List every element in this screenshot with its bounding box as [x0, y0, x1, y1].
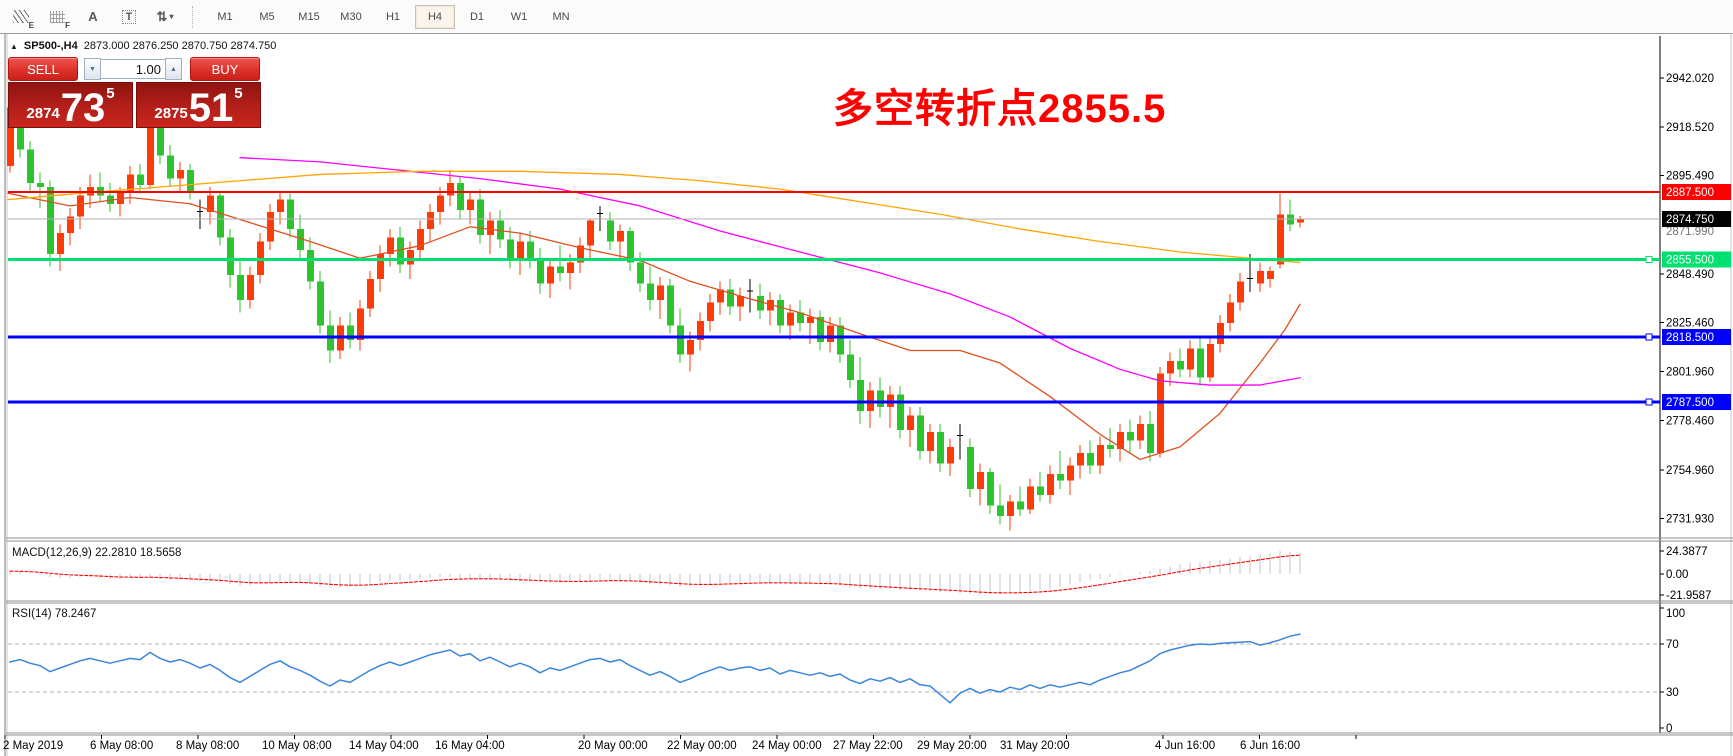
ohlc-values: 2873.000 2876.250 2870.750 2874.750: [83, 40, 277, 52]
svg-text:2825.460: 2825.460: [1666, 317, 1714, 329]
svg-text:MACD(12,26,9) 22.2810 18.5658: MACD(12,26,9) 22.2810 18.5658: [12, 547, 181, 559]
svg-text:2787.500: 2787.500: [1666, 397, 1714, 409]
sell-price-box[interactable]: 2874 73 5: [8, 82, 133, 128]
symbol-name: SP500-,H4: [23, 40, 78, 52]
sell-button[interactable]: SELL: [8, 57, 78, 81]
svg-text:0.00: 0.00: [1666, 569, 1688, 581]
svg-text:2855.500: 2855.500: [1666, 254, 1714, 266]
svg-text:2918.520: 2918.520: [1666, 122, 1714, 134]
volume-input[interactable]: [101, 59, 165, 79]
grid-glyph: [49, 10, 65, 23]
svg-text:2871.990: 2871.990: [1666, 226, 1714, 238]
svg-text:29 May 20:00: 29 May 20:00: [917, 740, 987, 752]
svg-text:2895.490: 2895.490: [1666, 171, 1714, 183]
toolbar: E F A T ⇅ ▾ M1 M5 M15 M30 H1 H4 D1 W1 MN: [0, 0, 1733, 34]
sell-price-main: 73: [60, 86, 106, 130]
timeframe-button-h4[interactable]: H4: [415, 4, 455, 29]
timeframe-button-h1[interactable]: H1: [385, 10, 401, 23]
svg-text:8 May 08:00: 8 May 08:00: [176, 740, 239, 752]
chevron-down-icon: ▾: [169, 12, 174, 21]
svg-text:2848.490: 2848.490: [1666, 269, 1714, 281]
svg-text:2 May 2019: 2 May 2019: [3, 740, 63, 752]
price-axis[interactable]: 2942.020 2918.520 2895.490 2848.490 2825.460…: [1660, 73, 1731, 525]
svg-text:24.3877: 24.3877: [1666, 546, 1708, 558]
draw-cycles-icon[interactable]: E: [10, 7, 34, 30]
arrows-glyph: ⇅: [156, 8, 168, 24]
horizontal-lines-layer[interactable]: [8, 191, 1660, 406]
timeframe-button-d1[interactable]: D1: [469, 10, 485, 23]
chart-window: 2942.020 2918.520 2895.490 2848.490 2825.460…: [0, 33, 1733, 756]
svg-text:22 May 00:00: 22 May 00:00: [667, 740, 737, 752]
svg-text:100: 100: [1666, 608, 1685, 620]
timeframe-button-m15[interactable]: M15: [298, 10, 320, 23]
svg-text:14 May 04:00: 14 May 04:00: [349, 740, 419, 752]
cycles-glyph: [13, 10, 29, 23]
svg-text:30: 30: [1666, 687, 1679, 699]
svg-text:70: 70: [1666, 639, 1679, 651]
quick-trade-panel: SELL ▼ ▲ BUY 2874 73 5 2875 51 5: [8, 57, 264, 128]
timeframe-button-w1[interactable]: W1: [510, 10, 528, 23]
svg-text:2731.930: 2731.930: [1666, 513, 1714, 525]
letter-t-glyph: T: [121, 9, 137, 24]
timeframe-toolbar: M1 M5 M15 M30 H1 H4 D1 W1 MN: [205, 4, 581, 29]
svg-text:2942.020: 2942.020: [1666, 73, 1714, 85]
svg-text:24 May 00:00: 24 May 00:00: [752, 740, 822, 752]
svg-text:2754.960: 2754.960: [1666, 465, 1714, 477]
svg-text:2818.500: 2818.500: [1666, 332, 1714, 344]
objects-arrow-icon[interactable]: ⇅ ▾: [154, 7, 176, 27]
volume-decrease-button[interactable]: ▼: [84, 58, 101, 80]
macd-panel[interactable]: MACD(12,26,9) 22.2810 18.5658 24.3877 0.00…: [9, 546, 1711, 602]
rsi-panel[interactable]: RSI(14) 78.2467 100 70 30 0: [8, 607, 1685, 735]
collapse-panel-icon[interactable]: ▲: [10, 41, 18, 51]
sell-price-sup: 5: [106, 85, 115, 102]
candles-layer: [7, 96, 1304, 531]
timeframe-button-m30[interactable]: M30: [340, 10, 362, 23]
svg-text:4 Jun 16:00: 4 Jun 16:00: [1155, 740, 1215, 752]
toolbar-separator: [192, 5, 195, 28]
price-chart[interactable]: 2942.020 2918.520 2895.490 2848.490 2825.460…: [0, 33, 1733, 756]
drawing-toolbar: E F A T ⇅ ▾: [0, 7, 176, 30]
snap-grid-icon[interactable]: F: [46, 7, 70, 30]
buy-price-main: 51: [188, 86, 234, 130]
chart-annotation-text: 多空转折点2855.5: [833, 87, 1167, 131]
buy-price-prefix: 2875: [154, 105, 188, 122]
svg-text:31 May 20:00: 31 May 20:00: [1000, 740, 1070, 752]
svg-text:2778.460: 2778.460: [1666, 416, 1714, 428]
svg-text:2887.500: 2887.500: [1666, 187, 1714, 199]
svg-text:2874.750: 2874.750: [1666, 214, 1714, 226]
text-label-icon[interactable]: A: [82, 7, 104, 27]
timeframe-button-mn[interactable]: MN: [552, 10, 570, 23]
buy-button[interactable]: BUY: [190, 57, 260, 81]
svg-text:20 May 00:00: 20 May 00:00: [578, 740, 648, 752]
volume-spinner: ▼ ▲: [84, 58, 182, 80]
timeframe-button-m5[interactable]: M5: [259, 10, 275, 23]
time-axis[interactable]: 2 May 2019 6 May 08:00 8 May 08:00 10 May 0…: [3, 735, 1357, 752]
text-box-icon[interactable]: T: [118, 7, 140, 27]
moving-averages-layer: [7, 157, 1301, 461]
timeframe-button-m1[interactable]: M1: [217, 10, 233, 23]
icon-sub-label: E: [28, 20, 34, 30]
icon-sub-label: F: [65, 20, 70, 30]
sell-price-prefix: 2874: [26, 105, 60, 122]
svg-text:-21.9587: -21.9587: [1666, 590, 1711, 602]
svg-text:10 May 08:00: 10 May 08:00: [262, 740, 332, 752]
svg-text:16 May 04:00: 16 May 04:00: [435, 740, 505, 752]
symbol-header: ▲ SP500-,H4 2873.000 2876.250 2870.750 2…: [10, 40, 276, 52]
buy-price-box[interactable]: 2875 51 5: [136, 82, 261, 128]
volume-increase-button[interactable]: ▲: [165, 58, 182, 80]
svg-text:0: 0: [1666, 723, 1672, 735]
svg-text:RSI(14) 78.2467: RSI(14) 78.2467: [12, 608, 96, 620]
svg-text:6 Jun 16:00: 6 Jun 16:00: [1240, 740, 1300, 752]
svg-text:27 May 22:00: 27 May 22:00: [833, 740, 903, 752]
svg-text:2801.960: 2801.960: [1666, 367, 1714, 379]
buy-price-sup: 5: [234, 85, 243, 102]
letter-a-glyph: A: [88, 9, 98, 24]
panel-frames: [0, 33, 1733, 756]
svg-text:6 May 08:00: 6 May 08:00: [90, 740, 153, 752]
